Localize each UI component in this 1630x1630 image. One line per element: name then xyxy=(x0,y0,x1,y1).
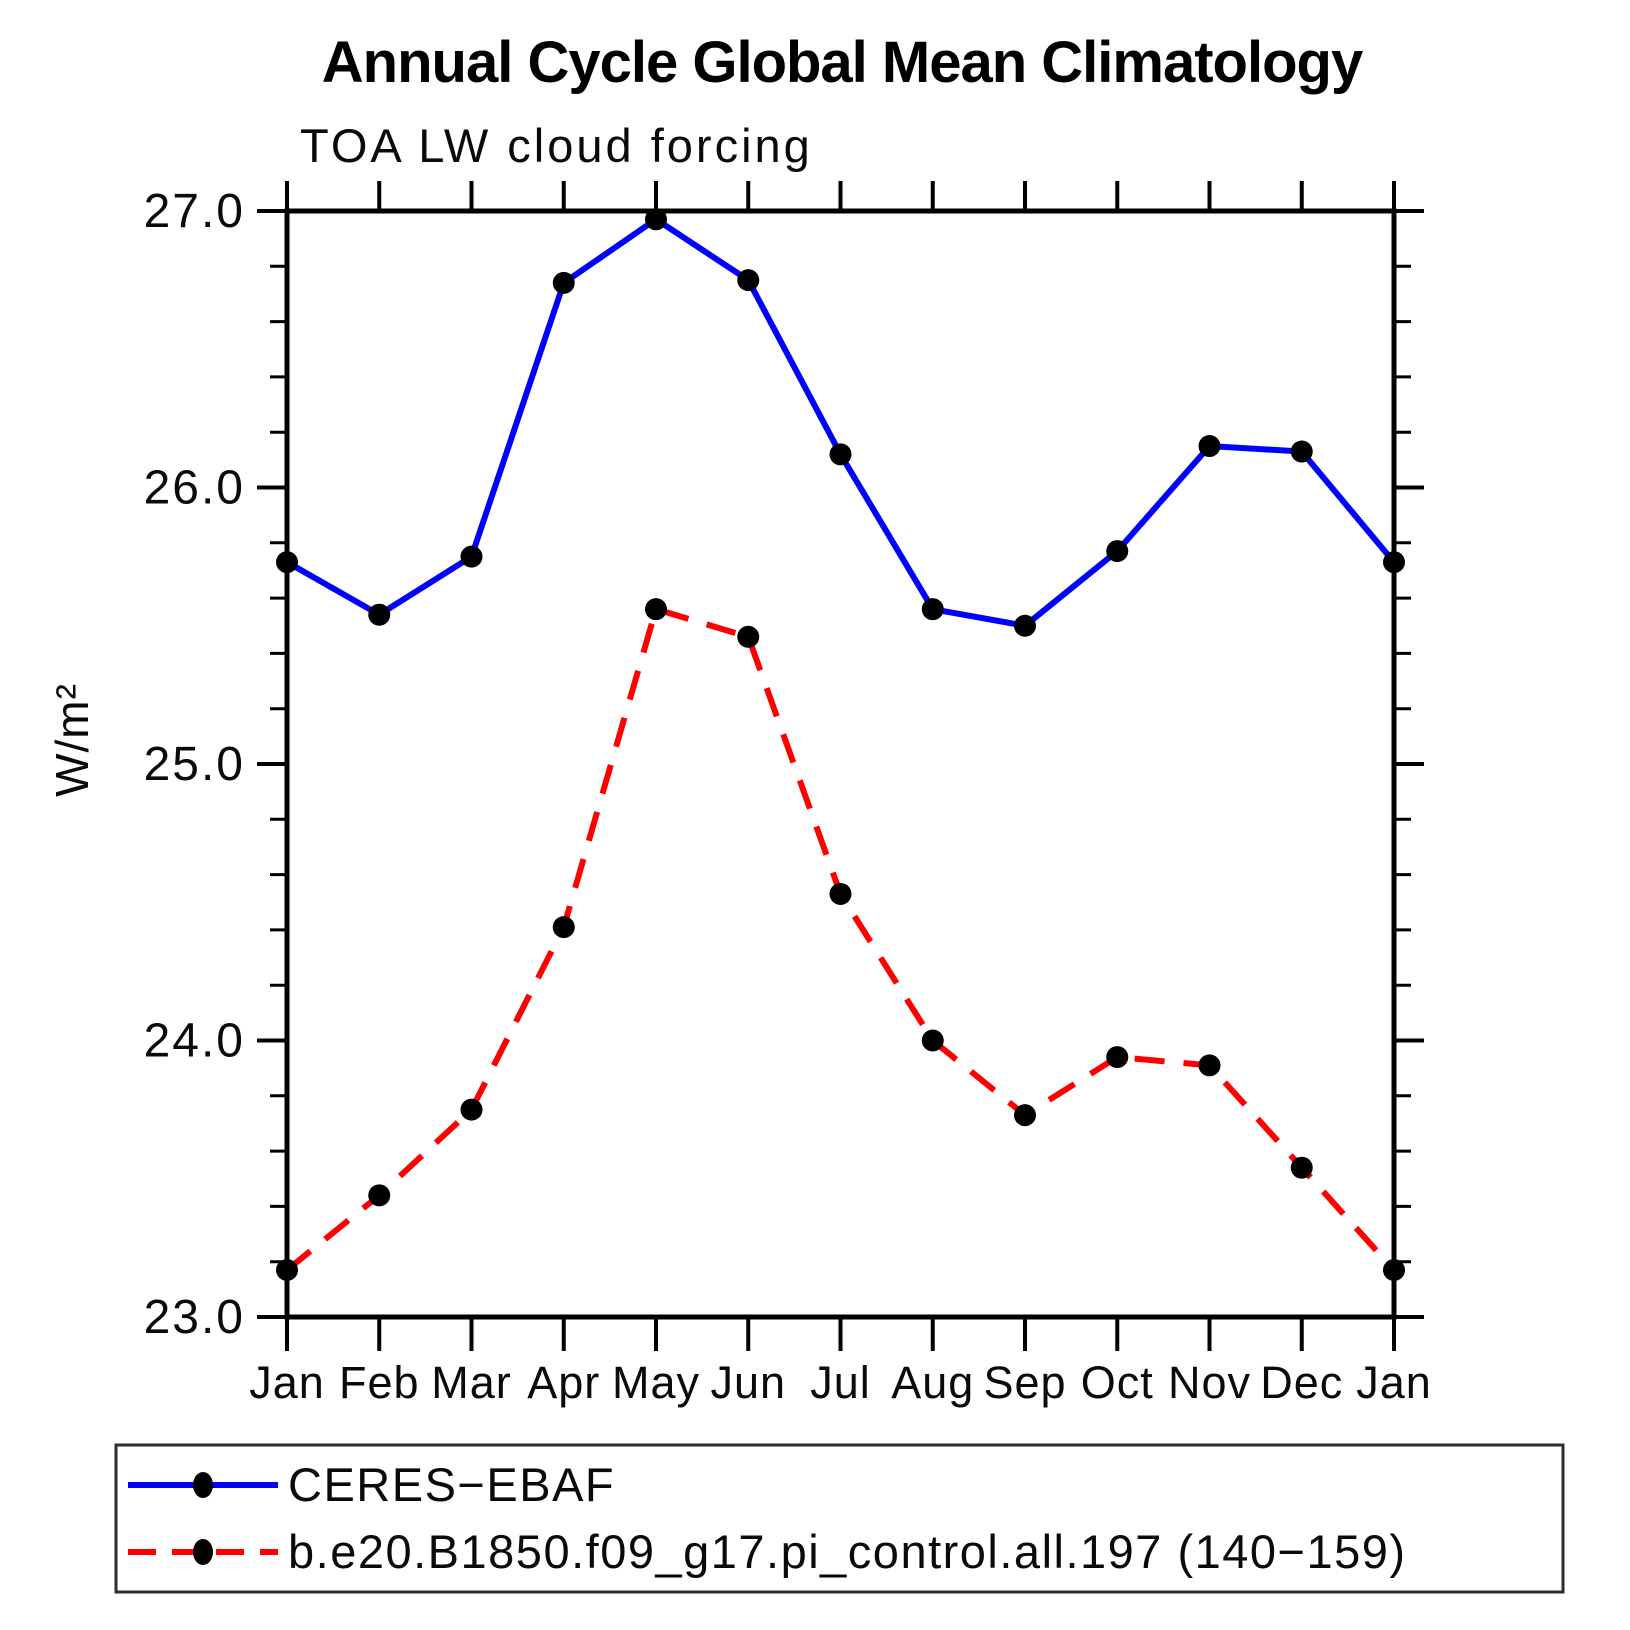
data-point xyxy=(645,598,667,621)
x-tick-label: Feb xyxy=(339,1357,420,1408)
y-tick-label: 23.0 xyxy=(144,1291,245,1344)
axes: 23.0 24.0 25.0 26.0 27.0 Jan Feb Mar Apr May Jun Ju… xyxy=(144,181,1432,1408)
x-tick-label: Oct xyxy=(1081,1357,1154,1408)
data-point xyxy=(829,443,852,466)
x-tick-label: May xyxy=(612,1357,700,1408)
legend-label-ceres: CERES−EBAF xyxy=(288,1458,615,1511)
chart-title: Annual Cycle Global Mean Climatology xyxy=(322,30,1363,95)
data-point xyxy=(460,545,483,568)
series-line-0 xyxy=(285,215,1397,629)
series-lines xyxy=(276,208,1405,1281)
legend: CERES−EBAF b.e20.B1850.f09_g17.pi_contro… xyxy=(114,1443,1565,1594)
y-axis-label: W/m² xyxy=(46,683,98,797)
x-tick-label: Dec xyxy=(1260,1357,1343,1408)
data-point xyxy=(1290,1156,1313,1179)
data-point xyxy=(1198,435,1221,458)
data-point xyxy=(276,1258,298,1281)
data-point xyxy=(921,1029,944,1052)
data-point xyxy=(1383,551,1405,574)
legend-label-model: b.e20.B1850.f09_g17.pi_control.all.197 (… xyxy=(288,1525,1407,1578)
y-tick-label: 24.0 xyxy=(144,1015,245,1068)
data-point xyxy=(552,271,575,294)
x-tick-label: Apr xyxy=(527,1357,600,1408)
x-tick-label: Mar xyxy=(431,1357,512,1408)
legend-marker-model-icon xyxy=(193,1539,213,1565)
plot-frame xyxy=(284,208,1397,1320)
data-point xyxy=(737,625,760,648)
x-tick-label: Jan xyxy=(249,1357,325,1408)
data-point xyxy=(460,1098,483,1121)
x-tick-label: Jun xyxy=(710,1357,786,1408)
data-point xyxy=(552,916,575,939)
data-point xyxy=(645,208,667,231)
data-point xyxy=(368,1184,391,1207)
legend-box xyxy=(114,1443,1565,1594)
x-tick-label: Nov xyxy=(1168,1357,1251,1408)
data-point xyxy=(1383,1258,1405,1281)
x-tick-label: Jul xyxy=(810,1357,871,1408)
data-point xyxy=(1290,440,1313,463)
x-tick-label: Jan xyxy=(1356,1357,1432,1408)
data-point xyxy=(368,603,391,626)
data-point xyxy=(829,882,852,905)
data-point xyxy=(921,598,944,621)
data-point xyxy=(1106,1046,1129,1069)
data-point xyxy=(1014,614,1036,637)
y-tick-label: 27.0 xyxy=(144,185,245,238)
data-point xyxy=(276,551,298,574)
data-point xyxy=(1014,1104,1036,1127)
y-tick-label: 25.0 xyxy=(144,738,245,791)
x-tick-label: Aug xyxy=(891,1357,974,1408)
chart-subtitle: TOA LW cloud forcing xyxy=(300,119,813,172)
data-point xyxy=(1198,1054,1221,1077)
data-point xyxy=(737,269,760,292)
legend-marker-ceres-icon xyxy=(193,1472,213,1498)
x-tick-label: Sep xyxy=(983,1357,1066,1408)
y-tick-label: 26.0 xyxy=(144,462,245,515)
data-point xyxy=(1106,540,1129,563)
series-line-1 xyxy=(285,605,1397,1273)
